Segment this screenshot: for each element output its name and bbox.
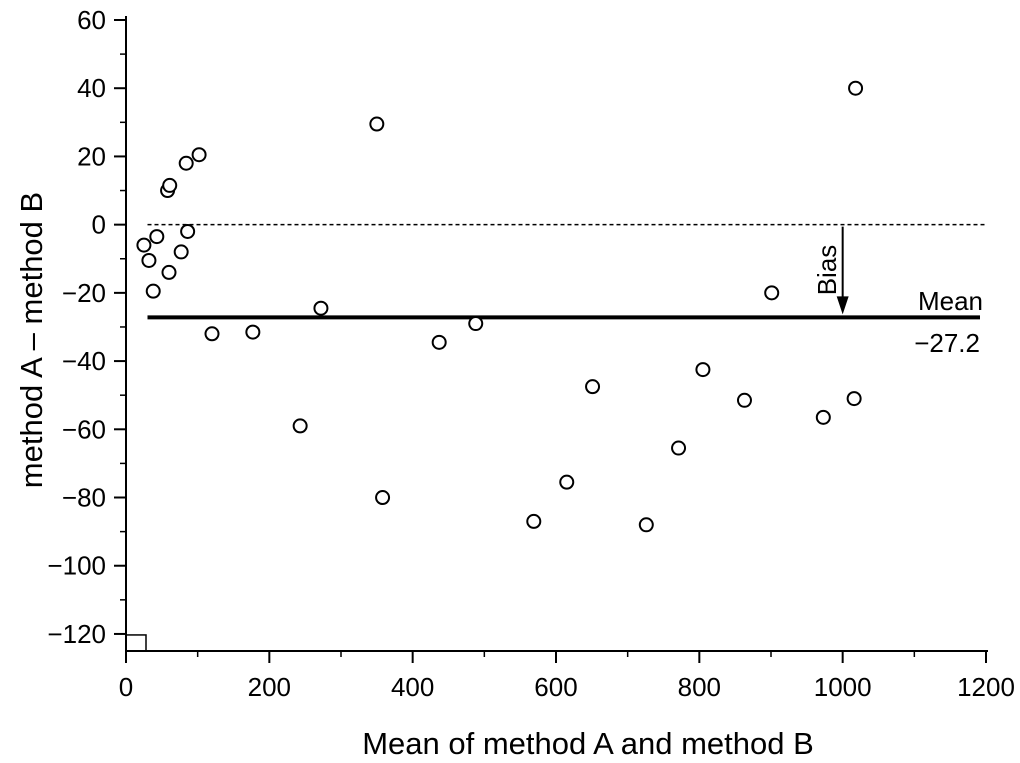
y-tick-label: 20 (77, 141, 106, 171)
data-point (149, 229, 165, 245)
data-point (695, 362, 711, 378)
data-point (375, 490, 391, 506)
data-point (585, 379, 601, 395)
data-point (191, 147, 207, 163)
x-tick-label: 1000 (814, 672, 872, 702)
data-point (736, 392, 752, 408)
data-point (145, 283, 161, 299)
data-point (204, 326, 220, 342)
y-tick-label: −40 (62, 346, 106, 376)
x-tick-label: 800 (678, 672, 721, 702)
data-point (671, 440, 687, 456)
data-point (245, 324, 261, 340)
data-point (292, 418, 308, 434)
data-point (559, 474, 575, 490)
mean-line-value: −27.2 (914, 328, 980, 358)
data-point (178, 155, 194, 171)
y-tick-label: 0 (92, 210, 106, 240)
y-axis-title: method A – method B (14, 192, 49, 488)
data-point (161, 264, 177, 280)
data-point (764, 285, 780, 301)
data-point (468, 316, 484, 332)
x-tick-label: 0 (119, 672, 133, 702)
x-tick-label: 600 (534, 672, 577, 702)
data-point (162, 177, 178, 193)
y-tick-label: −20 (62, 278, 106, 308)
data-point (180, 223, 196, 239)
y-tick-label: −120 (47, 619, 106, 649)
y-tick-label: −60 (62, 414, 106, 444)
y-tick-label: −100 (47, 551, 106, 581)
data-point (815, 409, 831, 425)
y-tick-label: −80 (62, 483, 106, 513)
data-point (141, 252, 157, 268)
y-tick-label: 60 (77, 5, 106, 35)
bias-label: Bias (812, 245, 842, 296)
data-point (313, 300, 329, 316)
x-tick-label: 200 (248, 672, 291, 702)
data-point (136, 237, 152, 253)
x-tick-label: 400 (391, 672, 434, 702)
data-point (431, 334, 447, 350)
mean-line-label: Mean (918, 286, 983, 316)
bias-arrow-head (836, 296, 849, 315)
x-axis-title: Mean of method A and method B (362, 726, 814, 761)
data-point (369, 116, 385, 132)
origin-box (125, 634, 147, 652)
data-points (136, 80, 864, 533)
data-point (638, 517, 654, 533)
data-point (526, 513, 542, 529)
reference-lines (147, 223, 986, 320)
x-tick-label: 1200 (957, 672, 1015, 702)
data-point (848, 80, 864, 96)
data-point (173, 244, 189, 260)
y-tick-label: 40 (77, 73, 106, 103)
data-point (846, 391, 862, 407)
